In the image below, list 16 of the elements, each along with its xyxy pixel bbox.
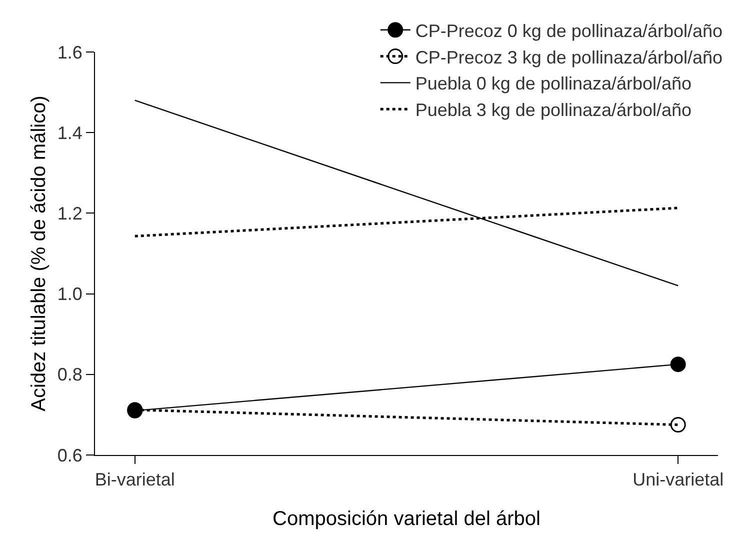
y-tick-label: 0.6 — [57, 445, 82, 466]
legend-label: Puebla 0 kg de pollinaza/árbol/año — [415, 74, 692, 94]
y-tick-label: 1.2 — [57, 204, 82, 224]
y-tick-label: 1.6 — [57, 42, 82, 62]
x-axis-title: Composición varietal del árbol — [272, 508, 540, 530]
legend-label: CP-Precoz 3 kg de pollinaza/árbol/año — [415, 47, 723, 68]
legend-label: CP-Precoz 0 kg de pollinaza/árbol/año — [415, 20, 723, 41]
y-tick-label: 1.4 — [57, 122, 82, 143]
point — [670, 417, 686, 433]
y-tick-label: 0.8 — [57, 364, 82, 385]
y-tick-label: 1.0 — [57, 284, 82, 304]
x-tick-label: Uni-varietal — [632, 470, 724, 490]
legend-label: Puebla 3 kg de pollinaza/árbol/año — [415, 100, 692, 120]
x-tick-label: Bi-varietal — [94, 470, 175, 490]
y-axis-title: Acidez titulable (% de ácido málico) — [28, 96, 50, 412]
point — [670, 356, 686, 372]
